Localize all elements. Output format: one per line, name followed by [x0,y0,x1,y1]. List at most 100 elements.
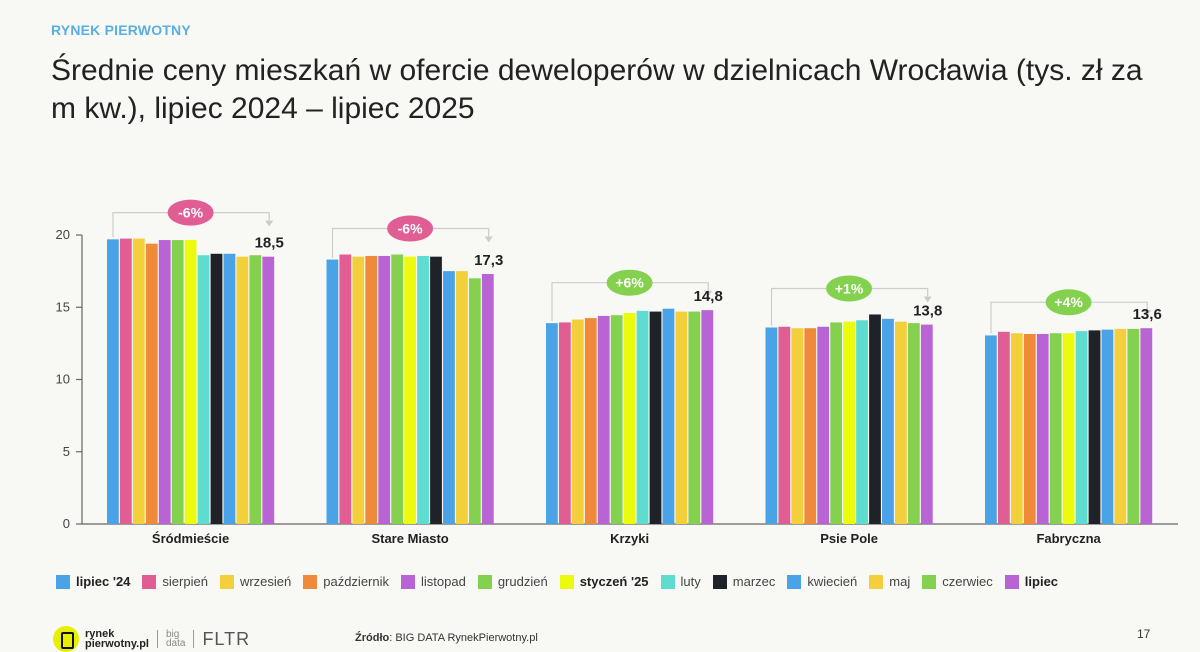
bracket-arrowhead [704,290,713,297]
legend-item: lipiec [1004,574,1058,589]
bar [856,320,868,524]
page-number: 17 [1137,627,1151,641]
legend-item: sierpień [142,574,208,589]
bar [558,322,571,524]
fltr-logo: FLTR [202,628,251,649]
bar [675,311,688,524]
y-tick-label: 10 [56,372,70,387]
legend-label: luty [680,574,701,589]
bar [636,310,649,524]
bar [197,255,210,525]
bar [468,278,481,524]
chart-legend: lipiec '24 sierpień wrzesień październik lis… [56,574,1070,589]
y-tick-label: 15 [56,299,70,314]
bigdata-line-2: data [165,638,186,649]
change-badge [387,215,434,242]
legend-label: czerwiec [942,574,993,589]
bar [1023,333,1036,524]
legend-label: styczeń '25 [579,574,649,589]
change-badge-label: +4% [1054,294,1083,310]
bar [326,259,339,524]
legend-swatch [922,574,937,589]
bar [765,327,778,524]
bar [920,324,933,524]
last-value-label: 13,6 [1133,306,1162,323]
bar [610,315,623,524]
legend-label: sierpień [162,574,208,589]
logo-text-line-1: rynek [85,628,115,640]
legend-label: kwiecień [807,574,858,589]
bar [701,310,714,524]
change-badge-label: -6% [178,205,203,221]
bar [882,318,894,524]
bar [804,328,817,524]
bar [365,255,378,524]
y-tick-label: 20 [56,227,70,242]
bar [119,238,132,525]
change-badge-label: +1% [835,280,864,296]
bracket-arrowhead [1143,310,1152,317]
legend-label: październik [323,574,389,589]
bar [817,326,830,524]
legend-item: grudzień [477,574,548,589]
legend-item: listopad [401,574,466,589]
change-badge [826,275,873,302]
bar [791,328,804,524]
source-note: Źródło: BIG DATA RynekPierwotny.pl [355,632,538,644]
bar [1114,328,1127,524]
chart-title: Średnie ceny mieszkań w ofercie dewelope… [51,54,1143,125]
bar [907,323,920,524]
bar [688,311,701,524]
bar [895,321,907,524]
legend-swatch [559,574,574,589]
y-tick-label: 5 [63,444,70,459]
bar [417,255,429,524]
change-badge [167,199,214,226]
bar [1010,333,1023,524]
last-value-label: 17,3 [474,252,503,269]
x-tick-label: Stare Miasto [371,531,448,546]
bar [378,255,391,524]
bar [132,238,145,525]
last-value-label: 18,5 [255,235,284,252]
bar [869,314,881,524]
legend-item: październik [303,574,389,589]
bar [1088,330,1101,524]
x-tick-label: Fabryczna [1036,531,1101,546]
legend-swatch [56,574,70,589]
change-badge [606,269,653,296]
bar [843,321,855,524]
bar [778,326,791,524]
logo-text-line-2: pierwotny.pl [85,638,149,650]
x-tick-label: Krzyki [610,531,649,546]
legend-item: wrzesień [219,574,291,589]
bar [1036,333,1049,524]
bar [236,256,249,524]
bar [158,240,171,524]
legend-label: maj [889,574,911,589]
legend-label: lipiec '24 [76,574,131,589]
bar [662,308,675,524]
bar [1062,333,1075,524]
footer-logos: rynek pierwotny.pl big data FLTR [53,626,250,652]
change-badge-label: +6% [615,275,644,291]
bar [1127,328,1140,524]
bar [546,323,558,524]
rynekpierwotny-logo-text: rynek pierwotny.pl [85,628,149,650]
bar [404,256,416,524]
legend-swatch [1004,574,1019,589]
bracket-arrowhead [923,296,932,303]
legend-swatch [142,574,157,589]
x-tick-label: Psie Pole [820,531,878,546]
bar [430,256,442,524]
bar [107,239,119,524]
legend-item: marzec [712,574,775,589]
bar [249,255,262,525]
source-text: : BIG DATA RynekPierwotny.pl [389,632,538,644]
legend-swatch [401,574,415,589]
bar [830,322,843,524]
bar [997,331,1010,524]
x-tick-label: Śródmieście [152,531,229,546]
bar [262,256,275,524]
legend-swatch [660,574,675,589]
